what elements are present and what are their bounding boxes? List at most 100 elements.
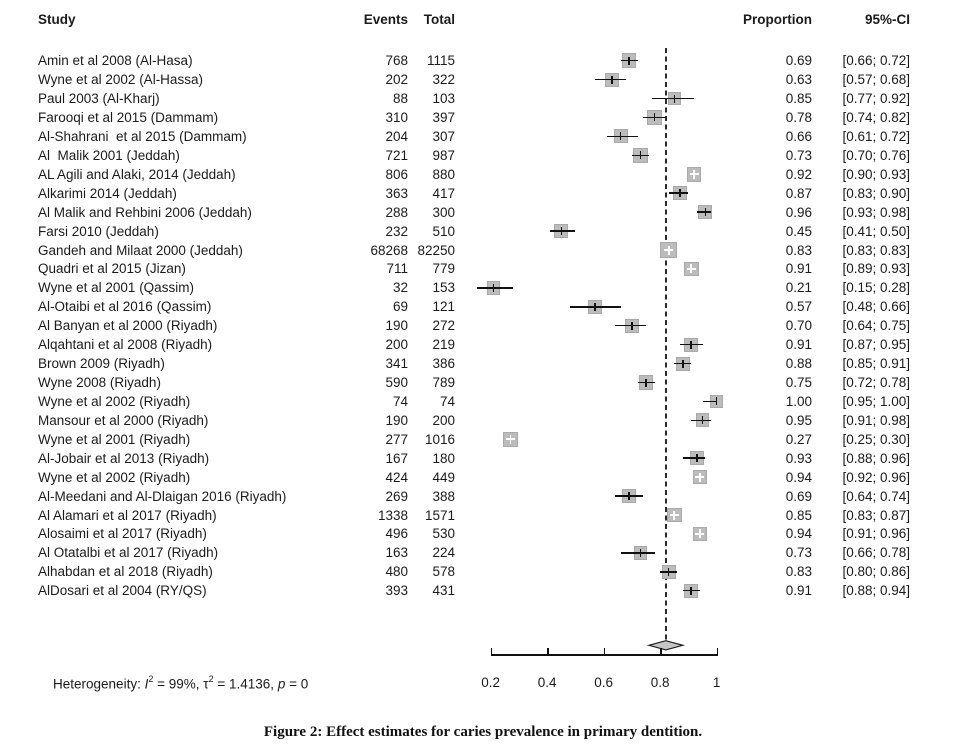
table-row: Farsi 2010 (Jeddah) 232 510 0.45 [0.41; 0.50… (0, 222, 966, 241)
total-value: 121 (432, 299, 455, 315)
proportion-value: 0.45 (785, 223, 812, 239)
table-row: Paul 2003 (Al-Kharj) 88 103 0.85 [0.77; 0.92… (0, 89, 966, 108)
ci-value: [0.93; 0.98] (842, 204, 910, 220)
proportion-value: 0.94 (785, 469, 812, 485)
total-value: 431 (432, 583, 455, 599)
ci-value: [0.61; 0.72] (842, 128, 910, 144)
axis-tick (603, 647, 606, 655)
proportion-value: 0.57 (785, 299, 812, 315)
ci-value: [0.91; 0.98] (842, 412, 910, 428)
total-value: 779 (432, 261, 455, 277)
total-value: 386 (432, 356, 455, 372)
total-value: 578 (432, 564, 455, 580)
proportion-value: 0.91 (785, 337, 812, 353)
ci-value: [0.77; 0.92] (842, 91, 910, 107)
table-row: Brown 2009 (Riyadh) 341 386 0.88 [0.85; 0.91… (0, 354, 966, 373)
ci-value: [0.90; 0.93] (842, 166, 910, 182)
study-label: Al Malik and Rehbini 2006 (Jeddah) (38, 204, 252, 220)
total-value: 103 (432, 91, 455, 107)
table-row: Alqahtani et al 2008 (Riyadh) 200 219 0.91 [… (0, 335, 966, 354)
study-label: Wyne et al 2002 (Riyadh) (38, 393, 191, 409)
proportion-value: 0.93 (785, 450, 812, 466)
axis-tick (660, 647, 662, 655)
study-label: Farsi 2010 (Jeddah) (38, 223, 159, 239)
study-label: Paul 2003 (Al-Kharj) (38, 91, 160, 107)
proportion-value: 0.85 (785, 507, 812, 523)
events-value: 363 (385, 185, 408, 201)
column-header-study: Study (38, 12, 76, 27)
events-value: 88 (392, 91, 408, 107)
axis-tick (716, 647, 719, 655)
ci-value: [0.88; 0.96] (842, 450, 910, 466)
axis-tick (490, 647, 493, 655)
study-label: Alosaimi et al 2017 (Riyadh) (38, 526, 207, 542)
ci-value: [0.88; 0.94] (842, 583, 910, 599)
events-value: 590 (385, 375, 408, 390)
total-value: 388 (432, 488, 455, 504)
events-value: 480 (385, 564, 408, 580)
pooled-diamond (646, 640, 686, 651)
ci-value: [0.83; 0.90] (842, 185, 910, 201)
table-row: Alkarimi 2014 (Jeddah) 363 417 0.87 [0.83; 0… (0, 184, 966, 203)
study-label: Al-Otaibi et al 2016 (Qassim) (38, 299, 212, 315)
column-header-events: Events (363, 12, 408, 27)
study-label: Quadri et al 2015 (Jizan) (38, 261, 186, 277)
column-header-ci: 95%-CI (864, 12, 910, 27)
ci-value: [0.72; 0.78] (842, 375, 910, 390)
proportion-value: 0.83 (785, 564, 812, 580)
total-value: 397 (432, 109, 455, 125)
table-row: Wyne et al 2002 (Riyadh) 74 74 1.00 [0.95; 1… (0, 392, 966, 411)
proportion-value: 0.96 (785, 204, 812, 220)
axis-tick-label: 1 (712, 675, 721, 690)
study-label: Gandeh and Milaat 2000 (Jeddah) (38, 242, 243, 258)
events-value: 167 (385, 450, 408, 466)
total-value: 1115 (426, 53, 455, 69)
tau-squared-exponent: 2 (208, 674, 214, 684)
events-value: 721 (385, 147, 408, 163)
column-header-proportion: Proportion (743, 12, 812, 27)
total-value: 74 (439, 393, 455, 409)
ci-value: [0.25; 0.30] (842, 431, 910, 447)
total-value: 789 (432, 375, 455, 390)
table-row: Al Malik and Rehbini 2006 (Jeddah) 288 300… (0, 203, 966, 222)
events-value: 1338 (377, 507, 408, 523)
total-value: 307 (432, 128, 455, 144)
ci-value: [0.74; 0.82] (842, 109, 910, 125)
total-value: 987 (432, 147, 455, 163)
table-row: Alosaimi et al 2017 (Riyadh) 496 530 0.94 [0… (0, 524, 966, 543)
table-row: AlDosari et al 2004 (RY/QS) 393 431 0.91 [0.… (0, 581, 966, 600)
study-label: AlDosari et al 2004 (RY/QS) (38, 583, 207, 599)
table-row: Amin et al 2008 (Al-Hasa) 768 1115 0.69 [0.6… (0, 51, 966, 70)
proportion-value: 0.91 (785, 261, 812, 277)
study-label: Al Otatalbi et al 2017 (Riyadh) (38, 545, 219, 561)
events-value: 768 (385, 53, 408, 69)
heterogeneity-segment3: = 0 (285, 676, 309, 692)
ci-value: [0.89; 0.93] (842, 261, 910, 277)
proportion-value: 1.00 (785, 393, 812, 409)
study-label: Al-Jobair et al 2013 (Riyadh) (38, 450, 210, 466)
events-value: 74 (392, 393, 408, 409)
proportion-value: 0.69 (785, 488, 812, 504)
proportion-value: 0.94 (785, 526, 812, 542)
table-row: Wyne et al 2001 (Qassim) 32 153 0.21 [0.15; … (0, 278, 966, 297)
ci-value: [0.87; 0.95] (842, 337, 910, 353)
total-value: 322 (432, 72, 455, 88)
i-squared-exponent: 2 (148, 674, 154, 684)
axis-line (490, 654, 719, 656)
axis-tick-label: 0.8 (650, 675, 670, 690)
study-label: Al-Meedani and Al-Dlaigan 2016 (Riyadh) (38, 488, 287, 504)
events-value: 310 (385, 109, 408, 125)
ci-value: [0.83; 0.83] (842, 242, 910, 258)
events-value: 806 (385, 166, 408, 182)
proportion-value: 0.92 (785, 166, 812, 182)
study-label: Wyne et al 2002 (Al-Hassa) (38, 72, 203, 88)
proportion-value: 0.73 (785, 545, 812, 561)
study-label: Wyne et al 2002 (Riyadh) (38, 469, 191, 485)
table-row: Al-Otaibi et al 2016 (Qassim) 69 121 0.57 [0… (0, 297, 966, 316)
total-value: 1016 (424, 431, 455, 447)
ci-value: [0.64; 0.75] (842, 318, 910, 334)
study-label: AL Agili and Alaki, 2014 (Jeddah) (38, 166, 236, 182)
study-label: Wyne et al 2001 (Qassim) (38, 280, 194, 296)
events-value: 200 (385, 337, 408, 353)
